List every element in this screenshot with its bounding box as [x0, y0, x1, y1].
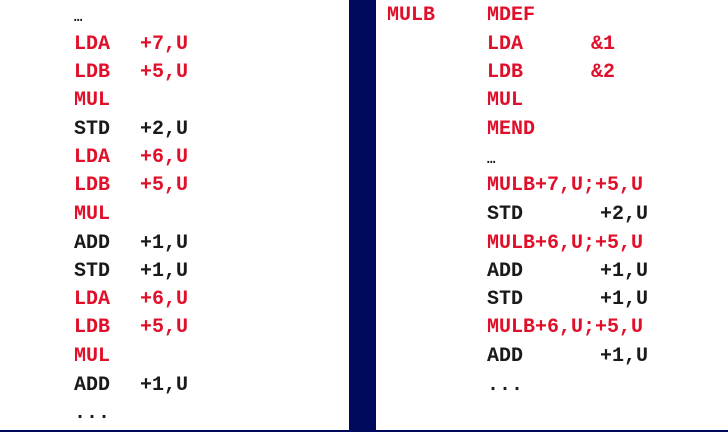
right-ellipsis-separator: … — [487, 152, 496, 168]
code-operand: +2,U — [600, 203, 649, 226]
macro-param: &1 — [591, 33, 616, 56]
code-operand: +2,U — [140, 118, 189, 141]
macro-end: MEND — [487, 118, 536, 141]
macro-call: MULB+7,U;+5,U — [487, 174, 644, 197]
code-operand: +1,U — [140, 260, 189, 283]
code-mnemonic: STD — [74, 260, 111, 283]
code-operand: +1,U — [140, 374, 189, 397]
code-mnemonic: ADD — [487, 260, 524, 283]
right-code-panel: MULB MDEF LDA &1 LDB &2 MUL MEND … MULB+… — [376, 0, 728, 430]
left-ellipsis-top: … — [74, 10, 83, 26]
code-mnemonic: MUL — [74, 203, 111, 226]
code-mnemonic: LDB — [74, 174, 111, 197]
code-operand: +1,U — [140, 232, 189, 255]
code-operand: +1,U — [600, 288, 649, 311]
code-mnemonic: STD — [487, 288, 524, 311]
code-mnemonic: ADD — [74, 374, 111, 397]
code-mnemonic: LDA — [74, 33, 111, 56]
code-operand: +6,U — [140, 288, 189, 311]
code-mnemonic: LDA — [74, 146, 111, 169]
code-mnemonic: MUL — [74, 89, 111, 112]
code-operand: +5,U — [140, 316, 189, 339]
left-code-panel: … LDA +7,U LDB +5,U MUL STD +2,U LDA +6,… — [0, 0, 349, 430]
code-mnemonic: LDA — [74, 288, 111, 311]
macro-body-mnemonic: MUL — [487, 89, 524, 112]
code-operand: +5,U — [140, 61, 189, 84]
code-operand: +6,U — [140, 146, 189, 169]
code-mnemonic: LDB — [74, 61, 111, 84]
right-ellipsis-end: ... — [487, 374, 524, 397]
left-ellipsis-bottom: ... — [74, 402, 111, 425]
macro-directive: MDEF — [487, 4, 536, 27]
code-mnemonic: LDB — [74, 316, 111, 339]
code-operand: +1,U — [600, 260, 649, 283]
macro-label: MULB — [387, 4, 436, 27]
macro-call: MULB+6,U;+5,U — [487, 232, 644, 255]
macro-param: &2 — [591, 61, 616, 84]
macro-call: MULB+6,U;+5,U — [487, 316, 644, 339]
code-operand: +7,U — [140, 33, 189, 56]
macro-body-mnemonic: LDB — [487, 61, 524, 84]
code-mnemonic: STD — [487, 203, 524, 226]
code-mnemonic: STD — [74, 118, 111, 141]
macro-body-mnemonic: LDA — [487, 33, 524, 56]
code-mnemonic: ADD — [74, 232, 111, 255]
code-mnemonic: MUL — [74, 345, 111, 368]
code-mnemonic: ADD — [487, 345, 524, 368]
code-operand: +1,U — [600, 345, 649, 368]
code-operand: +5,U — [140, 174, 189, 197]
